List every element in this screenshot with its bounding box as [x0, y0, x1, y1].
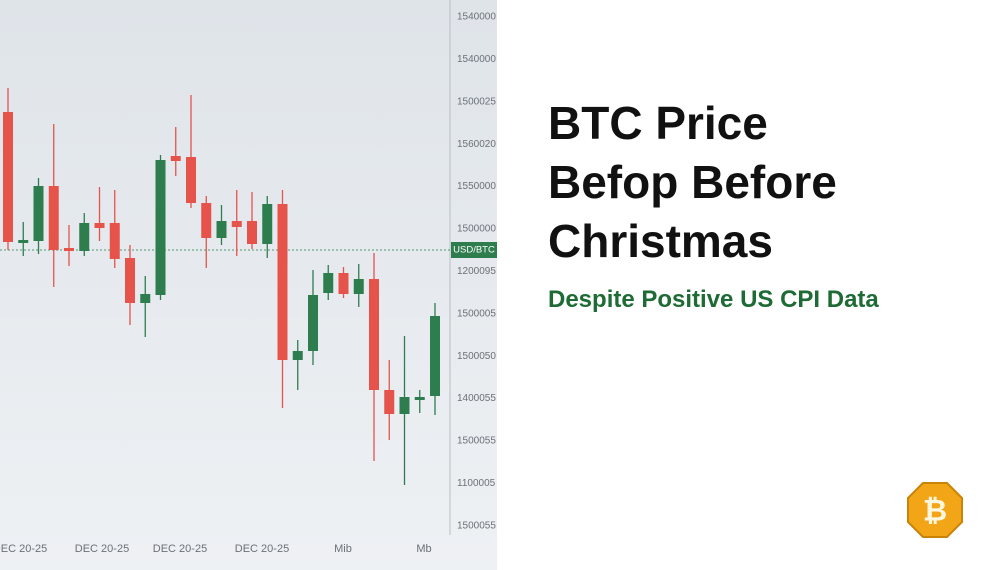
badge-shape: [907, 482, 963, 538]
y-tick-label: 1560020: [457, 139, 496, 150]
candle-body: [414, 397, 425, 400]
candle-body: [64, 248, 74, 251]
price-tag: [451, 242, 497, 258]
candle-body: [155, 160, 166, 295]
candle-body: [262, 204, 273, 244]
y-tick-label: 1500025: [457, 96, 496, 107]
y-tick-label: 1500000: [457, 224, 496, 235]
x-tick-label: Mb: [416, 543, 431, 555]
candle-body: [186, 157, 196, 203]
chart-background: [0, 0, 497, 570]
candle-body: [3, 112, 13, 242]
candle-body: [109, 223, 120, 259]
candle-body: [323, 273, 334, 293]
candle-body: [170, 156, 181, 161]
chart: 1540000 1540000 1500025 1560020 1550000 15000…: [0, 0, 497, 570]
x-tick-label: DEC 20-25: [153, 543, 207, 555]
candle-body: [201, 203, 212, 238]
y-tick-label: 1500005: [457, 308, 496, 319]
candle-body: [18, 240, 29, 243]
candle-body: [231, 221, 242, 227]
y-tick-label: 1540000: [457, 12, 496, 23]
badge-symbol: ₿: [923, 494, 947, 529]
x-tick-label: DEC 20-25: [235, 543, 289, 555]
y-tick-label: 1500055: [457, 520, 496, 531]
subtitle: Despite Positive US CPI Data: [548, 286, 879, 313]
bitcoin-badge: ₿: [907, 482, 963, 538]
candle-body: [430, 316, 440, 396]
candle-body: [384, 390, 395, 414]
candle-body: [94, 223, 105, 228]
candle-body: [48, 186, 59, 250]
candle-body: [33, 186, 44, 241]
candle-body: [369, 279, 379, 390]
candle-body: [140, 294, 151, 303]
y-tick-label: 1540000: [457, 54, 496, 65]
y-tick-label: 1200095: [457, 266, 496, 277]
y-tick-label: 1500050: [457, 351, 496, 362]
y-tick-label: 1100005: [457, 478, 496, 489]
candle-body: [338, 273, 349, 294]
title: BTC Price Befop Before Christmas: [548, 97, 837, 267]
candle-body: [125, 258, 135, 303]
candle-body: [353, 279, 364, 294]
candle-body: [79, 223, 90, 251]
y-tick-label: 1400055: [457, 393, 496, 404]
candle-body: [399, 397, 410, 414]
y-tick-label: 1500055: [457, 436, 496, 447]
x-tick-label: DEC 20-25: [0, 543, 47, 555]
x-tick-label: Mib: [334, 543, 352, 555]
candle-body: [216, 221, 227, 238]
x-tick-label: DEC 20-25: [75, 543, 129, 555]
candle-body: [292, 351, 303, 360]
candle-body: [308, 295, 318, 351]
candle-body: [247, 221, 257, 244]
candle-body: [277, 204, 288, 360]
y-tick-label: 1550000: [457, 181, 496, 192]
price-tag-label: USD/BTC: [453, 245, 495, 256]
